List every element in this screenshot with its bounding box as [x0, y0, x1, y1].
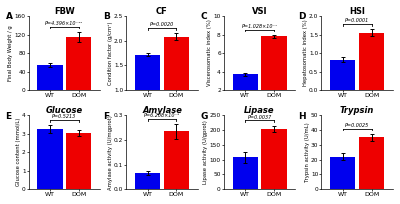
- Bar: [359, 33, 384, 90]
- Bar: [261, 129, 286, 189]
- Bar: [233, 74, 258, 109]
- Text: D: D: [298, 12, 306, 21]
- Bar: [261, 36, 286, 109]
- Text: P=1.028×10⁻⁷: P=1.028×10⁻⁷: [242, 24, 278, 29]
- Text: P=0.0020: P=0.0020: [150, 22, 174, 27]
- Text: F: F: [103, 112, 109, 121]
- Bar: [38, 129, 63, 189]
- Title: CF: CF: [156, 7, 168, 16]
- Bar: [135, 54, 160, 139]
- Y-axis label: Amylase activity (U/mgprot): Amylase activity (U/mgprot): [108, 115, 112, 190]
- Text: P=0.0037: P=0.0037: [248, 115, 272, 120]
- Bar: [66, 133, 91, 189]
- Bar: [359, 137, 384, 189]
- Title: Lipase: Lipase: [244, 106, 275, 115]
- Bar: [233, 157, 258, 189]
- Bar: [38, 65, 63, 90]
- Y-axis label: Glucose content (mmol/L): Glucose content (mmol/L): [16, 118, 20, 186]
- Text: H: H: [298, 112, 306, 121]
- Bar: [330, 60, 355, 90]
- Title: VSI: VSI: [252, 7, 267, 16]
- Text: P=0.5213: P=0.5213: [52, 114, 76, 119]
- Bar: [164, 131, 189, 189]
- Y-axis label: Viscerosomatic index (%): Viscerosomatic index (%): [207, 20, 212, 86]
- Y-axis label: Lipase activity (U/gprot): Lipase activity (U/gprot): [203, 120, 208, 184]
- Text: A: A: [6, 12, 12, 21]
- Y-axis label: Trypsin activity (U/mL): Trypsin activity (U/mL): [304, 122, 310, 182]
- Title: FBW: FBW: [54, 7, 75, 16]
- Text: E: E: [6, 112, 12, 121]
- Text: G: G: [201, 112, 208, 121]
- Bar: [135, 173, 160, 189]
- Title: HSI: HSI: [349, 7, 365, 16]
- Y-axis label: Condition factor (g/cm³): Condition factor (g/cm³): [108, 21, 112, 85]
- Title: Amylase: Amylase: [142, 106, 182, 115]
- Text: P=6.208×10⁻⁵: P=6.208×10⁻⁵: [144, 113, 180, 118]
- Title: Trypsin: Trypsin: [340, 106, 374, 115]
- Bar: [66, 37, 91, 90]
- Text: C: C: [201, 12, 207, 21]
- Bar: [330, 157, 355, 189]
- Text: P=0.0025: P=0.0025: [345, 123, 369, 128]
- Bar: [164, 37, 189, 139]
- Text: B: B: [103, 12, 110, 21]
- Title: Glucose: Glucose: [46, 106, 83, 115]
- Text: P=4.396×10⁻¹²: P=4.396×10⁻¹²: [45, 21, 84, 26]
- Y-axis label: Final Body Weight / g: Final Body Weight / g: [8, 25, 13, 81]
- Y-axis label: Hepatosomatic index (%): Hepatosomatic index (%): [303, 20, 308, 86]
- Text: P=0.0001: P=0.0001: [345, 18, 369, 23]
